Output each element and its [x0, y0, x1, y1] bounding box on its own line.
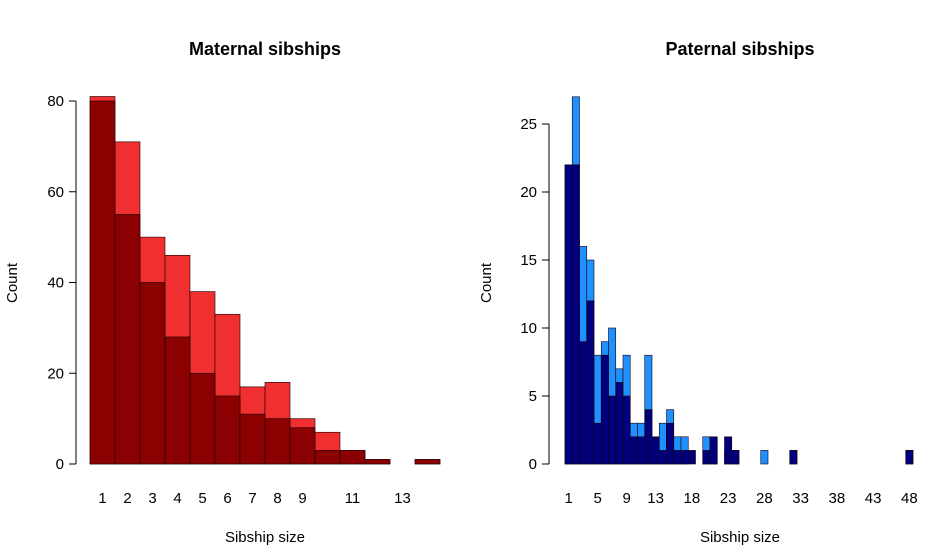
x-tick-label: 7 — [248, 490, 256, 507]
bar-maternal-inner-4 — [164, 336, 191, 465]
bar-paternal-inner-7 — [608, 395, 617, 465]
bar-maternal-inner-2 — [114, 214, 141, 465]
maternal-chart: Maternal sibships Sibship size Count 020… — [4, 39, 441, 546]
x-tick-label: 1 — [564, 490, 572, 507]
bar-maternal-inner-7 — [239, 413, 266, 465]
paternal-bars-inner — [564, 164, 914, 465]
bar-paternal-inner-15 — [666, 422, 675, 465]
paternal-x-ticks: 1 5 9 13 18 23 28 33 38 43 48 — [564, 490, 917, 507]
y-tick-label: 60 — [47, 184, 64, 201]
bar-paternal-inner-10 — [629, 436, 638, 465]
bar-paternal-inner-48 — [905, 450, 914, 465]
x-tick-label: 23 — [720, 490, 737, 507]
x-tick-label: 6 — [223, 490, 231, 507]
x-tick-label: 48 — [901, 490, 918, 507]
bar-maternal-inner-14 — [414, 459, 441, 465]
maternal-x-axis-label: Sibship size — [225, 529, 305, 546]
bar-paternal-inner-1 — [564, 164, 573, 465]
bar-maternal-inner-3 — [139, 282, 166, 465]
bar-maternal-inner-9 — [289, 427, 316, 465]
bar-paternal-inner-24 — [731, 450, 740, 465]
x-tick-label: 4 — [173, 490, 181, 507]
y-tick-label: 20 — [47, 365, 64, 382]
bar-paternal-inner-11 — [637, 436, 646, 465]
bar-paternal-inner-6 — [600, 354, 609, 465]
y-tick-label: 25 — [520, 116, 537, 133]
bar-paternal-inner-18 — [687, 450, 696, 465]
x-tick-label: 28 — [756, 490, 773, 507]
bar-paternal-inner-2 — [571, 164, 580, 465]
bar-paternal-inner-5 — [593, 422, 602, 465]
x-tick-label: 13 — [647, 490, 664, 507]
maternal-y-axis: 0 20 40 60 80 — [47, 93, 77, 473]
x-tick-label: 2 — [123, 490, 131, 507]
bar-paternal-inner-20 — [702, 450, 711, 465]
bar-paternal-inner-21 — [709, 436, 718, 465]
x-tick-label: 5 — [198, 490, 206, 507]
bar-paternal-inner-17 — [680, 450, 689, 465]
bar-paternal-inner-4 — [586, 300, 595, 465]
y-tick-label: 40 — [47, 275, 64, 292]
x-tick-label: 5 — [593, 490, 601, 507]
bar-paternal-inner-23 — [724, 436, 733, 465]
x-tick-label: 38 — [829, 490, 846, 507]
y-tick-label: 0 — [529, 456, 537, 473]
bar-paternal-inner-13 — [651, 436, 660, 465]
x-tick-label: 33 — [792, 490, 809, 507]
bar-maternal-inner-8 — [264, 418, 291, 465]
maternal-x-ticks: 1 2 3 4 5 6 7 8 9 11 13 — [98, 490, 411, 507]
x-tick-label: 11 — [345, 490, 361, 507]
bar-paternal-inner-9 — [622, 395, 631, 465]
x-tick-label: 9 — [622, 490, 630, 507]
x-tick-label: 1 — [98, 490, 106, 507]
y-tick-label: 5 — [529, 388, 537, 405]
x-tick-label: 8 — [273, 490, 281, 507]
bar-paternal-inner-12 — [644, 409, 653, 465]
maternal-bars-inner — [89, 100, 441, 465]
bar-maternal-inner-5 — [189, 372, 216, 465]
paternal-x-axis-label: Sibship size — [700, 529, 780, 546]
y-tick-label: 0 — [56, 456, 64, 473]
bar-maternal-inner-1 — [89, 100, 116, 465]
bar-paternal-inner-3 — [579, 341, 588, 465]
paternal-y-axis-label: Count — [478, 262, 495, 303]
y-tick-label: 15 — [520, 252, 537, 269]
maternal-y-axis-label: Count — [4, 262, 21, 303]
y-tick-label: 10 — [520, 320, 537, 337]
bar-paternal-inner-8 — [615, 382, 624, 465]
x-tick-label: 3 — [148, 490, 156, 507]
bar-maternal-inner-12 — [364, 459, 391, 465]
bar-paternal-inner-32 — [789, 450, 798, 465]
bar-paternal-inner-14 — [658, 450, 667, 465]
paternal-chart: Paternal sibships Sibship size Count 051… — [478, 39, 918, 546]
paternal-y-axis: 0 5 10 15 20 25 — [520, 116, 550, 473]
y-tick-label: 80 — [47, 93, 64, 110]
bar-paternal-outer-28 — [760, 450, 769, 465]
x-tick-label: 9 — [298, 490, 306, 507]
bar-maternal-inner-6 — [214, 395, 241, 465]
x-tick-label: 43 — [865, 490, 882, 507]
maternal-chart-title: Maternal sibships — [189, 39, 341, 59]
bar-paternal-inner-16 — [673, 450, 682, 465]
y-tick-label: 20 — [520, 184, 537, 201]
bar-maternal-inner-11 — [339, 450, 366, 465]
x-tick-label: 13 — [394, 490, 411, 507]
bar-maternal-inner-10 — [314, 450, 341, 465]
x-tick-label: 18 — [684, 490, 701, 507]
paternal-chart-title: Paternal sibships — [665, 39, 814, 59]
